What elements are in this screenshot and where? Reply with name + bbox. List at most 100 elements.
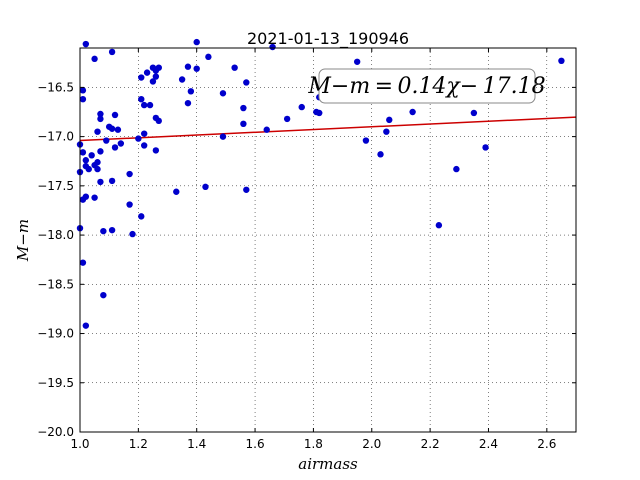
data-point bbox=[111, 144, 119, 151]
data-point bbox=[82, 157, 90, 164]
data-point bbox=[184, 99, 192, 107]
data-point bbox=[240, 120, 247, 128]
data-point bbox=[79, 96, 87, 103]
data-point bbox=[108, 226, 116, 234]
data-point bbox=[316, 109, 323, 117]
data-point bbox=[558, 57, 565, 64]
data-point bbox=[108, 177, 116, 185]
data-point bbox=[187, 88, 195, 95]
data-point bbox=[97, 148, 104, 155]
y-tick-label: −19.5 bbox=[37, 376, 74, 390]
data-point bbox=[243, 79, 250, 86]
x-tick-label: 2.6 bbox=[537, 437, 556, 451]
data-point bbox=[135, 135, 142, 142]
data-point bbox=[117, 140, 125, 147]
data-point bbox=[184, 63, 192, 70]
data-point bbox=[219, 133, 227, 140]
x-tick-label: 2.2 bbox=[421, 437, 440, 451]
data-point bbox=[103, 137, 110, 144]
data-point bbox=[205, 53, 212, 61]
data-point bbox=[79, 259, 87, 266]
data-point bbox=[283, 115, 291, 123]
data-point bbox=[82, 322, 90, 329]
data-point bbox=[82, 193, 90, 200]
x-tick-label: 1.0 bbox=[70, 437, 89, 451]
data-point bbox=[94, 165, 101, 173]
data-point bbox=[146, 101, 154, 109]
data-point bbox=[193, 38, 200, 46]
y-tick-label: −17.5 bbox=[37, 179, 74, 193]
data-point bbox=[138, 96, 145, 103]
data-point bbox=[173, 188, 180, 195]
y-tick-label: −18.5 bbox=[37, 277, 74, 291]
y-tick-label: −17.0 bbox=[37, 130, 74, 144]
data-point bbox=[97, 178, 104, 186]
data-point bbox=[383, 128, 390, 135]
data-point bbox=[126, 170, 133, 178]
data-point bbox=[108, 48, 116, 56]
data-point bbox=[140, 130, 148, 137]
data-point bbox=[97, 110, 104, 118]
data-point bbox=[193, 65, 200, 72]
data-point bbox=[111, 111, 119, 119]
y-tick-label: −18.0 bbox=[37, 228, 74, 242]
data-point bbox=[79, 149, 87, 156]
data-point bbox=[353, 58, 361, 65]
data-point bbox=[178, 76, 186, 83]
data-point bbox=[129, 230, 136, 238]
plot-frame bbox=[79, 47, 577, 433]
data-point bbox=[91, 194, 98, 201]
x-tick-label: 1.4 bbox=[187, 437, 206, 451]
data-point bbox=[202, 183, 209, 191]
data-point bbox=[298, 103, 305, 111]
fit-line bbox=[79, 116, 577, 142]
data-point bbox=[155, 64, 162, 71]
data-point bbox=[231, 64, 238, 71]
data-point bbox=[386, 116, 393, 124]
data-point bbox=[140, 101, 148, 109]
grid bbox=[79, 48, 576, 433]
data-point bbox=[97, 115, 104, 123]
data-point bbox=[85, 165, 92, 173]
data-point bbox=[243, 186, 250, 193]
axis-ticks: 1.0 1.2 1.4 1.6 1.8 2.0 2.2 2.4 2.6 −16.5 −17.0 −17… bbox=[37, 48, 576, 451]
x-tick-label: 1.2 bbox=[129, 437, 148, 451]
data-point bbox=[377, 151, 384, 158]
equation-annotation: M−m = 0.14χ− 17.18 bbox=[307, 68, 546, 104]
fit-line-layer bbox=[79, 116, 577, 142]
data-point bbox=[138, 213, 145, 220]
data-points bbox=[76, 38, 565, 329]
x-axis-label: airmass bbox=[298, 455, 358, 473]
data-point bbox=[149, 78, 157, 85]
data-point bbox=[470, 109, 478, 117]
data-point bbox=[94, 128, 101, 135]
data-point bbox=[269, 43, 276, 51]
data-point bbox=[152, 73, 160, 80]
data-point bbox=[152, 147, 160, 154]
x-tick-label: 1.6 bbox=[246, 437, 265, 451]
equation-text: M−m = 0.14χ− 17.18 bbox=[307, 74, 545, 99]
data-point bbox=[79, 87, 87, 94]
x-tick-label: 1.8 bbox=[304, 437, 323, 451]
data-point bbox=[138, 74, 145, 81]
x-tick-label: 2.4 bbox=[479, 437, 498, 451]
data-point bbox=[100, 227, 107, 235]
y-tick-label: −20.0 bbox=[37, 425, 74, 439]
data-point bbox=[219, 90, 227, 97]
y-tick-label: −19.0 bbox=[37, 327, 74, 341]
data-point bbox=[126, 201, 133, 208]
equation-box bbox=[318, 68, 536, 104]
data-point bbox=[435, 222, 443, 229]
data-point bbox=[88, 152, 95, 159]
y-tick-label: −16.5 bbox=[37, 80, 74, 94]
data-point bbox=[453, 165, 460, 173]
data-point bbox=[94, 159, 101, 166]
data-point bbox=[362, 137, 370, 144]
x-tick-label: 2.0 bbox=[362, 437, 381, 451]
data-point bbox=[263, 126, 270, 133]
data-point bbox=[240, 104, 247, 112]
data-point bbox=[114, 126, 122, 133]
data-point bbox=[140, 142, 148, 149]
data-point bbox=[91, 55, 98, 63]
